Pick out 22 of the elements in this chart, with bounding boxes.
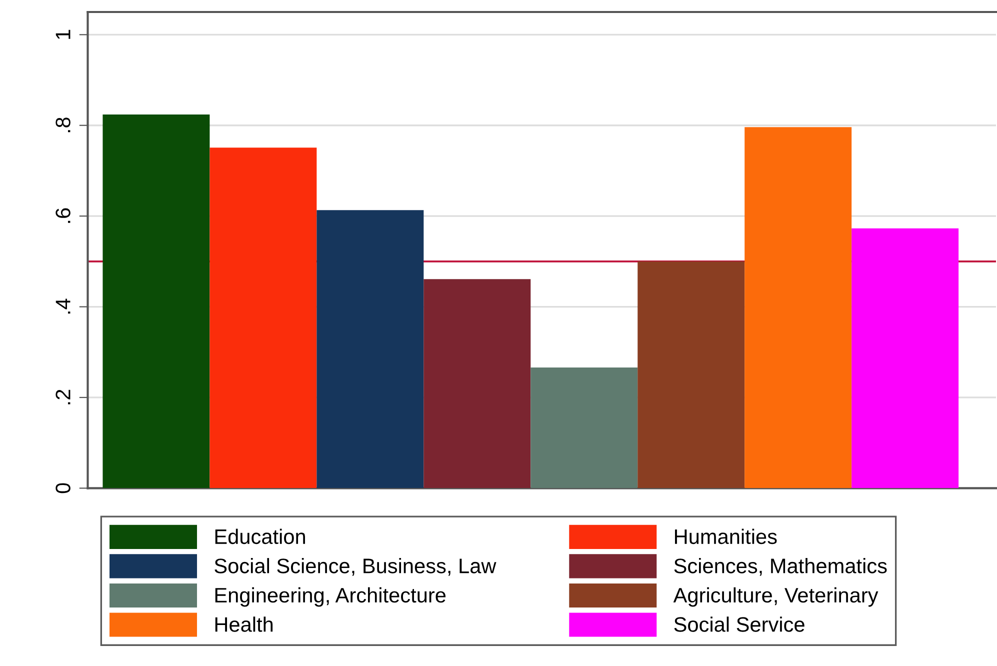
- legend-label: Health: [215, 616, 273, 632]
- legend-label: Sciences, Mathematics: [674, 558, 887, 576]
- bar: [424, 279, 531, 488]
- bar: [638, 261, 745, 488]
- bar: [744, 127, 852, 488]
- legend-label: Education: [215, 528, 305, 544]
- y-tick-label: 0: [56, 483, 70, 494]
- bar: [102, 114, 210, 488]
- y-tick-label: .2: [56, 390, 70, 404]
- legend-label: Social Service: [674, 616, 804, 632]
- legend-label: Agriculture, Veterinary: [673, 587, 878, 607]
- bar: [530, 368, 638, 488]
- y-tick-label: .4: [56, 298, 70, 314]
- bar: [316, 210, 424, 488]
- y-tick-label: 1: [56, 30, 70, 39]
- bar: [852, 228, 959, 488]
- y-tick-label: .6: [56, 208, 70, 223]
- y-tick-label: .8: [56, 118, 70, 132]
- legend-label: Humanities: [675, 528, 777, 544]
- bar: [210, 148, 317, 488]
- legend-label: Engineering, Architecture: [215, 587, 446, 607]
- legend-label: Social Science, Business, Law: [214, 558, 496, 576]
